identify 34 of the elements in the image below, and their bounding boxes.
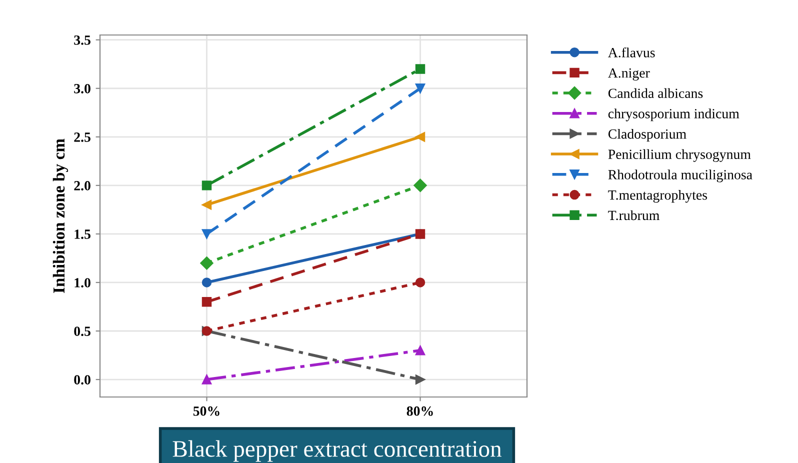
point (200, 256, 214, 270)
y-tick-label: 3.5 (74, 35, 90, 45)
legend-label: A.flavus (608, 47, 655, 58)
y-tick-label: 2.5 (74, 132, 90, 142)
legend-label: T.rubrum (608, 210, 660, 220)
y-tick-label: 1.0 (74, 278, 90, 288)
y-tick-label: 0.5 (74, 326, 90, 336)
legend-label: T.mentagrophytes (608, 190, 708, 203)
x-tick-label: 50% (193, 406, 220, 416)
legend-label: Candida albicans (608, 88, 703, 98)
point (415, 346, 426, 356)
y-tick-label: 3.0 (74, 84, 90, 94)
point (415, 84, 426, 94)
point (415, 64, 426, 74)
y-tick-label: 1.5 (74, 230, 90, 239)
x-axis-title: Black pepper extract concentration (172, 440, 502, 462)
y-axis-title: Inhibition zone by cm (52, 138, 68, 293)
legend-label: chrysosporium indicum (608, 108, 740, 122)
legend-label: Penicillium chrysogynum (608, 149, 751, 162)
legend-label: Cladosporium (608, 128, 686, 142)
point (202, 297, 212, 307)
point (202, 374, 212, 384)
legend-label: A.niger (608, 68, 650, 81)
point (202, 180, 212, 190)
y-tick-label: 0.0 (74, 375, 90, 385)
legend-label: Rhodotroula muciliginosa (608, 170, 752, 182)
point (202, 200, 212, 210)
point (415, 374, 426, 384)
x-tick-label: 80% (406, 406, 433, 416)
point (414, 178, 427, 192)
y-tick-label: 2.0 (74, 181, 90, 190)
point (415, 132, 426, 142)
point (202, 229, 212, 239)
point (202, 278, 212, 288)
